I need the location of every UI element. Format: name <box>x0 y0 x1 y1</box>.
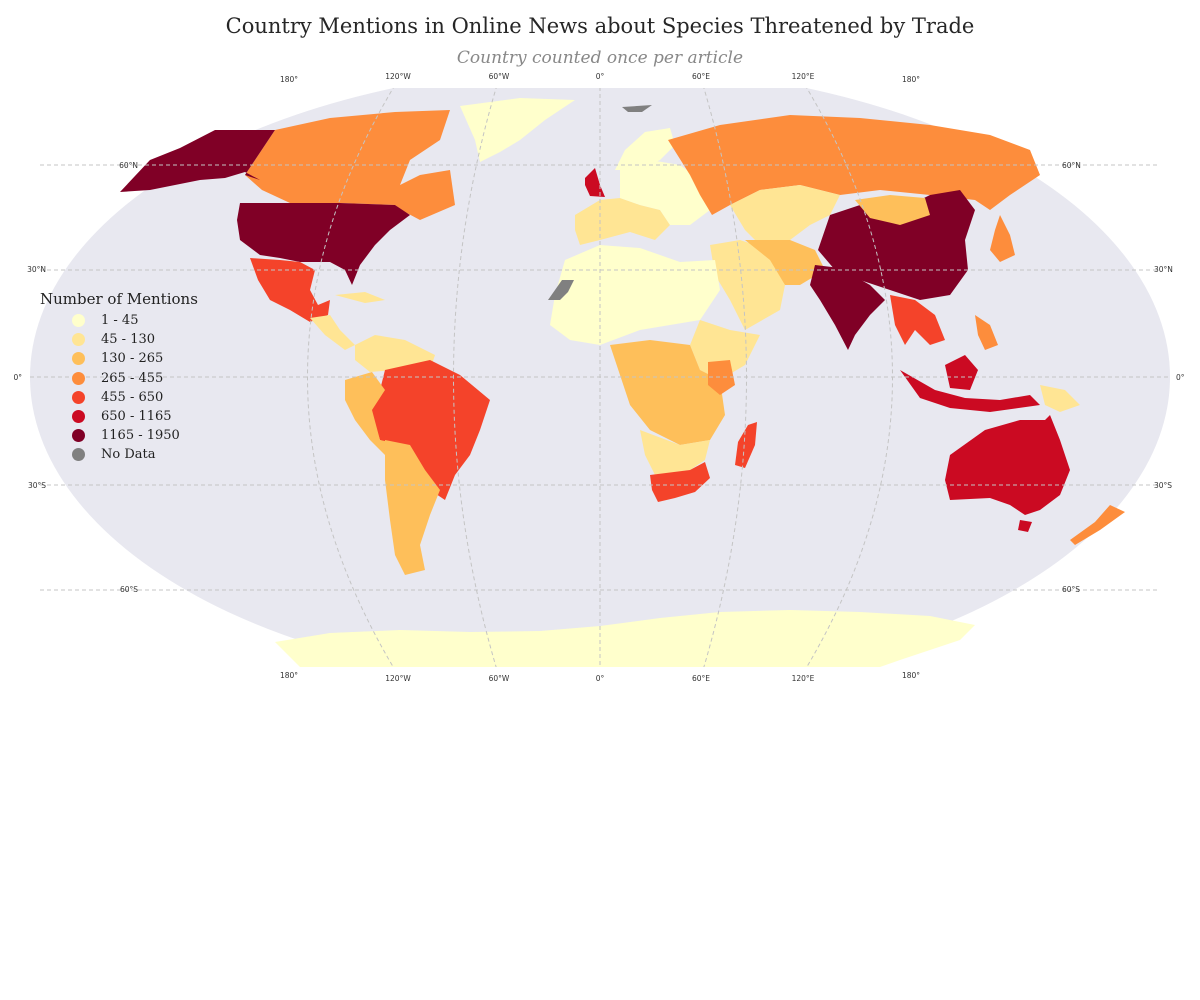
region-alaska <box>120 130 275 192</box>
lon-label-top-0: 0° <box>596 72 605 81</box>
lat-label-left-0: 0° <box>13 373 22 382</box>
region-china <box>818 190 975 300</box>
lat-label-left-30n: 30°N <box>27 265 46 274</box>
world-map: 180° 120°W 60°W 0° 60°E 120°E 180° 180° … <box>13 72 1185 683</box>
region-peru-bolivia <box>345 372 410 465</box>
region-philippines <box>975 315 998 350</box>
legend-label: 1 - 45 <box>101 313 139 329</box>
lon-label-top-120e: 120°E <box>792 72 815 81</box>
region-southeast-asia <box>890 295 945 345</box>
region-central-africa <box>610 340 725 445</box>
lon-label-bottom-0: 0° <box>596 674 605 683</box>
legend-label: 265 - 455 <box>101 370 164 386</box>
lon-label-top-120w: 120°W <box>385 72 411 81</box>
graticule <box>30 88 1170 667</box>
region-india <box>810 265 885 350</box>
legend-item: 455 - 650 <box>40 388 198 407</box>
region-indonesia <box>900 370 1040 412</box>
region-southern-africa <box>640 430 710 475</box>
legend-item: 130 - 265 <box>40 349 198 368</box>
region-western-sahara <box>548 280 574 300</box>
legend-item: 650 - 1165 <box>40 407 198 426</box>
legend-label: 455 - 650 <box>101 389 164 405</box>
region-japan <box>990 215 1015 262</box>
region-east-africa <box>690 320 760 380</box>
region-central-america <box>310 315 355 350</box>
region-antarctica <box>275 610 975 667</box>
region-uk <box>585 168 605 197</box>
region-brazil <box>370 360 490 500</box>
region-central-asia <box>730 185 840 245</box>
lat-label-right-30s: 30°S <box>1154 481 1172 490</box>
lat-label-right-60n: 60°N <box>1062 161 1081 170</box>
lat-label-left-30s: 30°S <box>28 481 46 490</box>
map-title: Country Mentions in Online News about Sp… <box>225 14 975 38</box>
legend-label: 1165 - 1950 <box>101 428 180 444</box>
lon-label-top-180w: 180° <box>280 75 298 84</box>
lon-label-bottom-120w: 120°W <box>385 674 411 683</box>
lat-label-left-60s: 60°S <box>120 585 138 594</box>
region-mexico <box>250 258 330 322</box>
legend-item: 265 - 455 <box>40 369 198 388</box>
lon-label-bottom-60w: 60°W <box>489 674 510 683</box>
legend-label: 650 - 1165 <box>101 409 172 425</box>
legend-swatch <box>72 429 85 443</box>
region-caribbean <box>335 292 385 303</box>
lon-label-bottom-180w: 180° <box>280 671 298 680</box>
lat-label-right-30n: 30°N <box>1154 265 1173 274</box>
region-australia <box>945 415 1070 515</box>
legend-swatch <box>72 352 85 366</box>
region-usa <box>237 203 410 285</box>
region-new-zealand <box>1070 505 1125 545</box>
lon-label-top-60e: 60°E <box>692 72 710 81</box>
legend-swatch <box>72 448 85 462</box>
lon-label-bottom-60e: 60°E <box>692 674 710 683</box>
legend-item: 45 - 130 <box>40 330 198 349</box>
lat-label-right-60s: 60°S <box>1062 585 1080 594</box>
region-kenya-tanzania <box>708 360 735 395</box>
region-central-europe <box>620 160 710 225</box>
lat-label-right-0: 0° <box>1176 373 1185 382</box>
map-subtitle: Country counted once per article <box>456 48 744 68</box>
lat-label-left-60n: 60°N <box>119 161 138 170</box>
region-tasmania <box>1018 520 1032 532</box>
map-legend: Number of Mentions 1 - 45 45 - 130 130 -… <box>40 290 198 465</box>
region-argentina-chile <box>385 440 440 575</box>
legend-swatch <box>72 390 85 404</box>
lon-label-top-180e: 180° <box>902 75 920 84</box>
legend-label: 45 - 130 <box>101 332 156 348</box>
region-mongolia <box>855 195 930 225</box>
region-south-africa <box>650 462 710 502</box>
legend-title: Number of Mentions <box>40 290 198 308</box>
region-western-europe <box>575 198 670 245</box>
region-new-guinea <box>1040 385 1080 412</box>
region-iran-pakistan <box>745 240 825 285</box>
legend-swatch <box>72 371 85 385</box>
region-middle-east <box>710 240 785 330</box>
legend-label: 130 - 265 <box>101 351 164 367</box>
region-scandinavia <box>615 128 675 170</box>
lon-label-bottom-180e: 180° <box>902 671 920 680</box>
region-madagascar <box>735 422 757 468</box>
lon-label-bottom-120e: 120°E <box>792 674 815 683</box>
lon-label-top-60w: 60°W <box>489 72 510 81</box>
legend-swatch <box>72 410 85 424</box>
region-svalbard <box>622 105 652 112</box>
legend-item: No Data <box>40 445 198 464</box>
legend-label: No Data <box>101 447 156 463</box>
region-colombia-venezuela <box>355 335 435 372</box>
region-borneo <box>945 355 978 390</box>
legend-swatch <box>72 314 85 328</box>
legend-item: 1165 - 1950 <box>40 426 198 445</box>
legend-swatch <box>72 333 85 347</box>
legend-item: 1 - 45 <box>40 311 198 330</box>
